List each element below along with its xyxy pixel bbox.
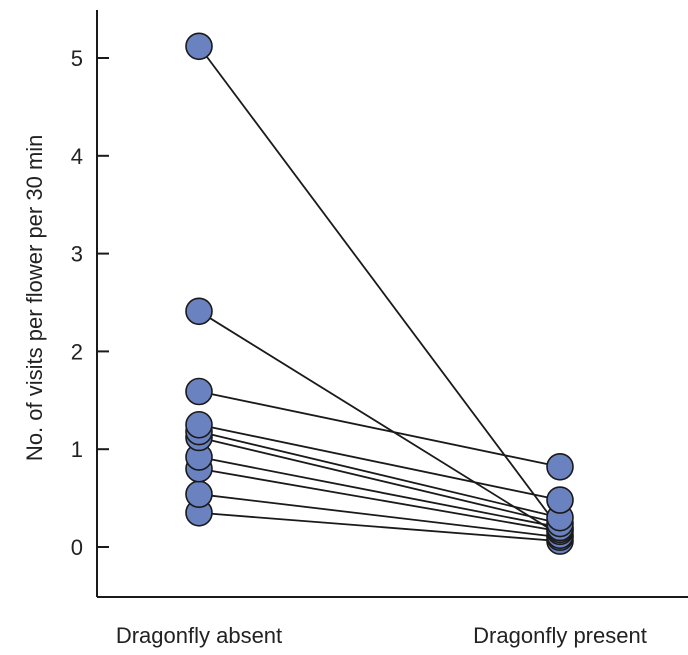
y-tick-label: 0 — [71, 535, 83, 560]
y-tick-label: 2 — [71, 339, 83, 364]
data-point-absent — [185, 297, 213, 326]
y-tick-label: 1 — [71, 437, 83, 462]
pair-lines — [198, 45, 561, 543]
data-point-absent — [185, 32, 213, 61]
data-point-absent — [185, 480, 213, 508]
data-point-absent — [185, 377, 213, 406]
pair-line — [198, 456, 561, 529]
pair-line — [198, 310, 561, 537]
pair-line — [198, 430, 561, 519]
data-points — [185, 32, 574, 555]
y-axis-title: No. of visits per flower per 30 min — [22, 135, 47, 461]
x-category-label: Dragonfly absent — [116, 623, 282, 648]
labels: 0 1 2 3 4 5 No. of visits per flower per 30 mi… — [22, 46, 647, 648]
data-point-present — [546, 486, 574, 514]
pair-line — [198, 45, 561, 530]
y-tick-label: 4 — [71, 144, 83, 169]
pair-line — [198, 493, 561, 539]
data-point-present — [546, 453, 574, 481]
data-point-absent — [185, 410, 213, 439]
x-category-label: Dragonfly present — [473, 623, 647, 648]
pair-line — [198, 390, 561, 468]
pair-line — [198, 511, 561, 543]
pair-line — [198, 423, 561, 501]
y-tick-label: 5 — [71, 46, 83, 71]
pair-line — [198, 467, 561, 533]
pair-line — [198, 436, 561, 525]
y-tick-label: 3 — [71, 242, 83, 267]
axes — [96, 10, 688, 598]
